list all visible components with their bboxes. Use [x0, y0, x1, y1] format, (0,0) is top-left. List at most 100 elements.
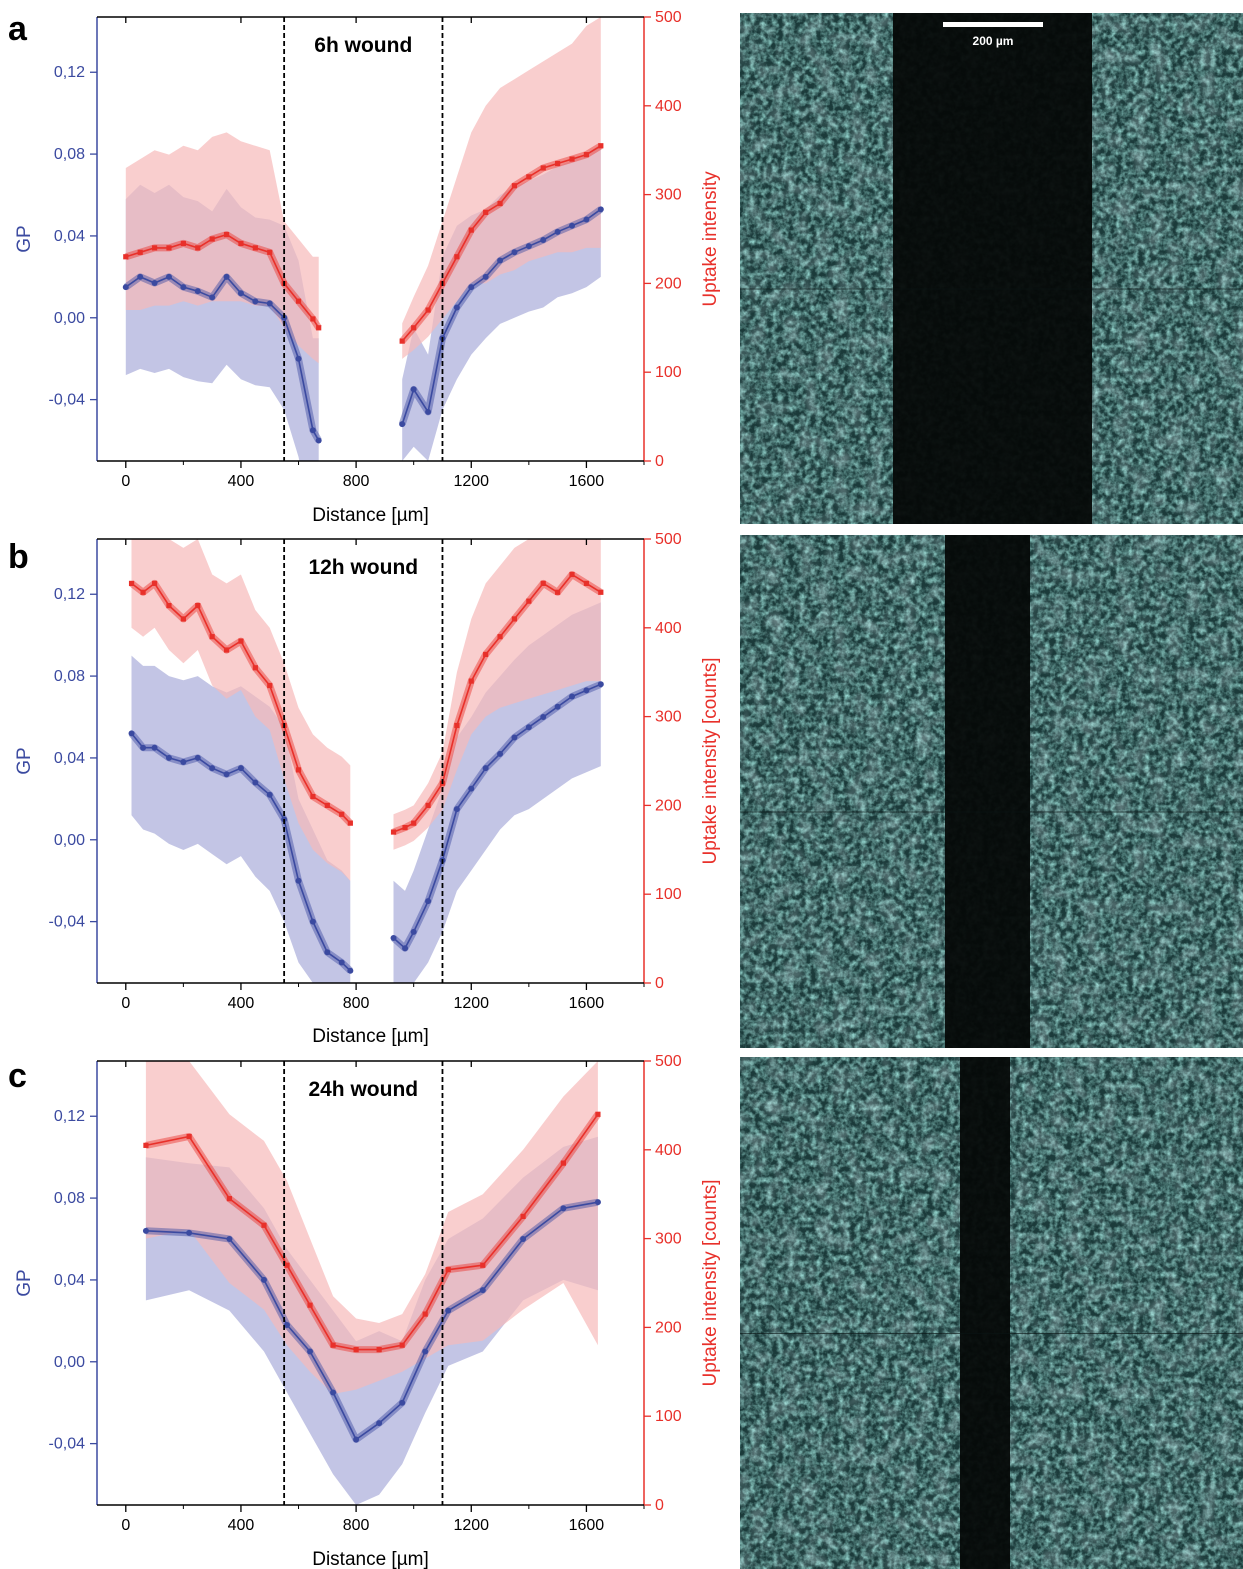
- gp-mean-line: [145, 1201, 599, 1441]
- uptake-point: [555, 589, 561, 595]
- uptake-point: [186, 1133, 192, 1140]
- uptake-point: [180, 616, 186, 622]
- y-right-tick-label: 100: [655, 886, 682, 903]
- y-right-axis-label: Uptake intensity [counts]: [700, 1180, 721, 1387]
- uptake-point: [238, 638, 244, 644]
- plot-area: [128, 539, 604, 983]
- uptake-point: [166, 245, 172, 251]
- gp-point: [554, 703, 561, 710]
- gp-point: [445, 1307, 452, 1314]
- x-tick-label: 800: [343, 995, 370, 1012]
- gp-point: [128, 730, 135, 737]
- y-right-tick-label: 500: [655, 1053, 682, 1070]
- uptake-point: [267, 682, 273, 689]
- gp-point: [180, 759, 187, 766]
- uptake-point: [454, 254, 460, 260]
- uptake-point: [411, 325, 417, 331]
- gp-point: [338, 959, 345, 966]
- gp-point: [482, 765, 489, 772]
- gp-point: [479, 1287, 486, 1294]
- gp-point: [180, 284, 187, 291]
- gp-point: [307, 1348, 314, 1355]
- uptake-point: [195, 603, 201, 609]
- uptake-point: [310, 793, 316, 800]
- gp-point: [237, 765, 244, 772]
- uptake-point: [480, 1262, 486, 1268]
- gp-point: [295, 355, 302, 362]
- gp-point: [554, 228, 561, 235]
- gp-point: [540, 714, 547, 721]
- wound-gap: [945, 535, 1030, 1048]
- uptake-point: [411, 820, 417, 826]
- gp-point: [376, 1420, 383, 1427]
- gp-point: [525, 243, 532, 250]
- gp-point: [560, 1205, 567, 1212]
- uptake-point: [140, 589, 146, 595]
- uptake-point: [555, 160, 561, 167]
- uptake-point: [143, 1142, 149, 1148]
- gp-point: [468, 785, 475, 792]
- uptake-point: [209, 236, 215, 242]
- y-right-tick-label: 400: [655, 98, 682, 115]
- uptake-point: [422, 1311, 428, 1317]
- uptake-point: [137, 249, 143, 255]
- gp-point: [353, 1436, 360, 1443]
- y-left-tick-label: 0,00: [54, 310, 85, 327]
- uptake-point: [151, 580, 158, 586]
- uptake-point: [540, 165, 546, 171]
- uptake-point: [339, 811, 345, 817]
- x-axis-label: Distance [µm]: [312, 505, 429, 526]
- x-tick-label: 0: [121, 995, 130, 1012]
- gp-point: [309, 918, 316, 925]
- gp-point: [324, 949, 331, 956]
- uptake-point: [511, 183, 518, 189]
- y-left-tick-label: 0,04: [54, 750, 85, 767]
- gp-point: [260, 1276, 267, 1283]
- gp-point: [330, 1389, 337, 1396]
- microscopy-image: [740, 535, 1243, 1048]
- uptake-point: [180, 240, 186, 247]
- y-left-tick-label: -0,04: [49, 392, 86, 409]
- y-right-tick-label: 0: [655, 453, 664, 470]
- gp-point: [309, 427, 316, 434]
- uptake-point: [252, 245, 258, 251]
- x-tick-label: 0: [121, 1517, 130, 1534]
- uptake-point: [483, 651, 489, 658]
- gp-point: [511, 734, 518, 741]
- uptake-point: [598, 589, 604, 595]
- x-tick-label: 1200: [453, 473, 489, 490]
- gp-point: [497, 257, 504, 264]
- gp-point: [194, 754, 201, 761]
- panel-label: a: [8, 10, 28, 48]
- uptake-point: [583, 580, 590, 586]
- uptake-point: [295, 767, 302, 773]
- gp-point: [453, 304, 460, 311]
- chart-title: 6h wound: [314, 34, 412, 57]
- y-right-axis-label: Uptake intensity: [700, 171, 721, 307]
- uptake-point: [316, 325, 322, 331]
- y-left-axis-label: GP: [14, 1269, 35, 1296]
- uptake-point: [252, 665, 258, 671]
- y-right-tick-label: 200: [655, 275, 682, 292]
- gp-point: [594, 1199, 601, 1206]
- gp-point: [252, 779, 259, 786]
- uptake-point: [166, 603, 172, 609]
- uptake-point: [583, 152, 590, 158]
- uptake-point: [195, 245, 201, 251]
- wound-gap: [893, 13, 1092, 524]
- gp-point: [422, 1348, 429, 1355]
- uptake-point: [330, 1342, 336, 1348]
- uptake-point: [376, 1347, 382, 1353]
- gp-point: [223, 273, 230, 280]
- uptake-point: [425, 307, 431, 313]
- gp-point: [597, 206, 604, 213]
- uptake-std-band: [402, 17, 601, 359]
- uptake-point: [209, 634, 215, 640]
- gp-point: [315, 437, 322, 444]
- uptake-mean-line: [393, 573, 602, 833]
- uptake-point: [399, 1342, 405, 1348]
- uptake-point: [569, 156, 575, 162]
- uptake-point: [238, 240, 244, 247]
- y-right-tick-label: 400: [655, 1142, 682, 1159]
- uptake-point: [511, 616, 518, 622]
